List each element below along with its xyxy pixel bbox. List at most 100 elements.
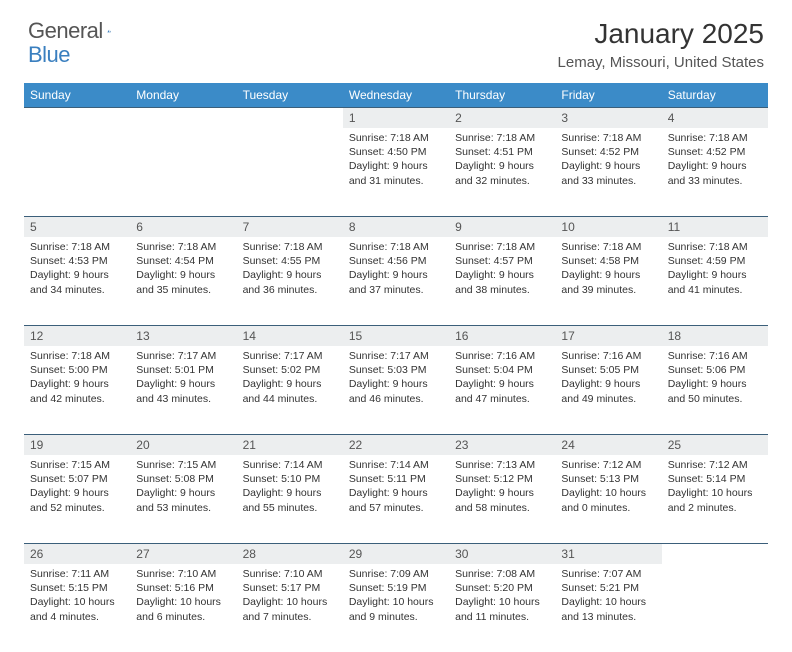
day-detail-line: Sunset: 4:52 PM [668,145,762,159]
day-detail-line: Sunrise: 7:17 AM [136,349,230,363]
day-number: 5 [24,216,130,237]
day-detail-line: Sunset: 5:13 PM [561,472,655,486]
day-number: 27 [130,543,236,564]
day-detail-line: Sunrise: 7:16 AM [455,349,549,363]
day-detail-line: Sunset: 5:21 PM [561,581,655,595]
day-details: Sunrise: 7:11 AMSunset: 5:15 PMDaylight:… [24,564,130,630]
day-number: 9 [449,216,555,237]
day-details: Sunrise: 7:09 AMSunset: 5:19 PMDaylight:… [343,564,449,630]
week-row: Sunrise: 7:11 AMSunset: 5:15 PMDaylight:… [24,564,768,652]
day-cell: Sunrise: 7:18 AMSunset: 4:51 PMDaylight:… [449,128,555,216]
day-cell: Sunrise: 7:17 AMSunset: 5:01 PMDaylight:… [130,346,236,434]
day-detail-line: Sunrise: 7:18 AM [561,131,655,145]
day-number: 10 [555,216,661,237]
day-number: 22 [343,434,449,455]
day-cell: Sunrise: 7:14 AMSunset: 5:10 PMDaylight:… [237,455,343,543]
day-details: Sunrise: 7:18 AMSunset: 4:52 PMDaylight:… [555,128,661,194]
week-row: Sunrise: 7:15 AMSunset: 5:07 PMDaylight:… [24,455,768,543]
day-detail-line: Daylight: 9 hours and 37 minutes. [349,268,443,296]
day-detail-line: Sunset: 4:51 PM [455,145,549,159]
day-details: Sunrise: 7:18 AMSunset: 4:52 PMDaylight:… [662,128,768,194]
day-cell: Sunrise: 7:18 AMSunset: 4:58 PMDaylight:… [555,237,661,325]
weekday-header: Friday [555,83,661,107]
day-cell: Sunrise: 7:13 AMSunset: 5:12 PMDaylight:… [449,455,555,543]
daynum-row: 262728293031 [24,543,768,564]
day-number: 1 [343,107,449,128]
day-details: Sunrise: 7:15 AMSunset: 5:08 PMDaylight:… [130,455,236,521]
day-number: 26 [24,543,130,564]
day-detail-line: Sunrise: 7:10 AM [136,567,230,581]
title-block: January 2025 Lemay, Missouri, United Sta… [558,18,764,71]
day-details: Sunrise: 7:18 AMSunset: 4:54 PMDaylight:… [130,237,236,303]
day-detail-line: Daylight: 10 hours and 4 minutes. [30,595,124,623]
day-number: 31 [555,543,661,564]
day-detail-line: Daylight: 10 hours and 9 minutes. [349,595,443,623]
day-detail-line: Daylight: 9 hours and 33 minutes. [668,159,762,187]
day-number: 3 [555,107,661,128]
day-number: 6 [130,216,236,237]
day-detail-line: Sunrise: 7:12 AM [561,458,655,472]
day-cell: Sunrise: 7:15 AMSunset: 5:08 PMDaylight:… [130,455,236,543]
logo-text-blue: Blue [28,42,70,67]
day-detail-line: Daylight: 9 hours and 50 minutes. [668,377,762,405]
day-detail-line: Sunset: 4:53 PM [30,254,124,268]
day-detail-line: Sunset: 5:02 PM [243,363,337,377]
weekday-header: Sunday [24,83,130,107]
day-cell: Sunrise: 7:18 AMSunset: 4:54 PMDaylight:… [130,237,236,325]
day-detail-line: Daylight: 9 hours and 53 minutes. [136,486,230,514]
day-details: Sunrise: 7:15 AMSunset: 5:07 PMDaylight:… [24,455,130,521]
day-number: 16 [449,325,555,346]
day-detail-line: Daylight: 9 hours and 42 minutes. [30,377,124,405]
day-detail-line: Daylight: 10 hours and 6 minutes. [136,595,230,623]
day-detail-line: Sunset: 5:05 PM [561,363,655,377]
day-cell: Sunrise: 7:12 AMSunset: 5:14 PMDaylight:… [662,455,768,543]
day-cell [662,564,768,652]
day-number: 17 [555,325,661,346]
day-detail-line: Daylight: 9 hours and 41 minutes. [668,268,762,296]
day-details: Sunrise: 7:16 AMSunset: 5:06 PMDaylight:… [662,346,768,412]
day-number: 13 [130,325,236,346]
day-cell: Sunrise: 7:10 AMSunset: 5:16 PMDaylight:… [130,564,236,652]
week-row: Sunrise: 7:18 AMSunset: 5:00 PMDaylight:… [24,346,768,434]
day-detail-line: Daylight: 9 hours and 35 minutes. [136,268,230,296]
day-detail-line: Sunset: 5:03 PM [349,363,443,377]
day-details: Sunrise: 7:07 AMSunset: 5:21 PMDaylight:… [555,564,661,630]
daynum-row: 567891011 [24,216,768,237]
day-cell: Sunrise: 7:09 AMSunset: 5:19 PMDaylight:… [343,564,449,652]
day-details: Sunrise: 7:13 AMSunset: 5:12 PMDaylight:… [449,455,555,521]
day-details: Sunrise: 7:18 AMSunset: 5:00 PMDaylight:… [24,346,130,412]
day-detail-line: Sunset: 5:01 PM [136,363,230,377]
day-detail-line: Sunrise: 7:11 AM [30,567,124,581]
day-detail-line: Sunrise: 7:15 AM [30,458,124,472]
day-detail-line: Sunset: 4:55 PM [243,254,337,268]
day-detail-line: Sunset: 5:04 PM [455,363,549,377]
day-details: Sunrise: 7:12 AMSunset: 5:13 PMDaylight:… [555,455,661,521]
day-details: Sunrise: 7:08 AMSunset: 5:20 PMDaylight:… [449,564,555,630]
day-cell: Sunrise: 7:18 AMSunset: 4:59 PMDaylight:… [662,237,768,325]
day-detail-line: Sunrise: 7:17 AM [243,349,337,363]
day-detail-line: Daylight: 10 hours and 0 minutes. [561,486,655,514]
day-detail-line: Sunrise: 7:07 AM [561,567,655,581]
day-detail-line: Sunset: 5:00 PM [30,363,124,377]
day-details: Sunrise: 7:10 AMSunset: 5:17 PMDaylight:… [237,564,343,630]
header: General January 2025 Lemay, Missouri, Un… [0,0,792,75]
day-detail-line: Sunset: 5:19 PM [349,581,443,595]
day-detail-line: Sunset: 5:12 PM [455,472,549,486]
daynum-row: 12131415161718 [24,325,768,346]
day-cell: Sunrise: 7:14 AMSunset: 5:11 PMDaylight:… [343,455,449,543]
day-detail-line: Sunrise: 7:09 AM [349,567,443,581]
day-number: 11 [662,216,768,237]
day-details: Sunrise: 7:18 AMSunset: 4:51 PMDaylight:… [449,128,555,194]
day-detail-line: Sunset: 5:14 PM [668,472,762,486]
day-detail-line: Daylight: 9 hours and 52 minutes. [30,486,124,514]
day-details: Sunrise: 7:17 AMSunset: 5:01 PMDaylight:… [130,346,236,412]
day-detail-line: Sunset: 4:59 PM [668,254,762,268]
day-details: Sunrise: 7:18 AMSunset: 4:57 PMDaylight:… [449,237,555,303]
day-detail-line: Sunset: 4:54 PM [136,254,230,268]
day-detail-line: Sunrise: 7:08 AM [455,567,549,581]
day-cell: Sunrise: 7:18 AMSunset: 4:56 PMDaylight:… [343,237,449,325]
day-detail-line: Daylight: 9 hours and 33 minutes. [561,159,655,187]
day-cell [24,128,130,216]
day-detail-line: Sunrise: 7:18 AM [349,131,443,145]
day-detail-line: Daylight: 9 hours and 47 minutes. [455,377,549,405]
